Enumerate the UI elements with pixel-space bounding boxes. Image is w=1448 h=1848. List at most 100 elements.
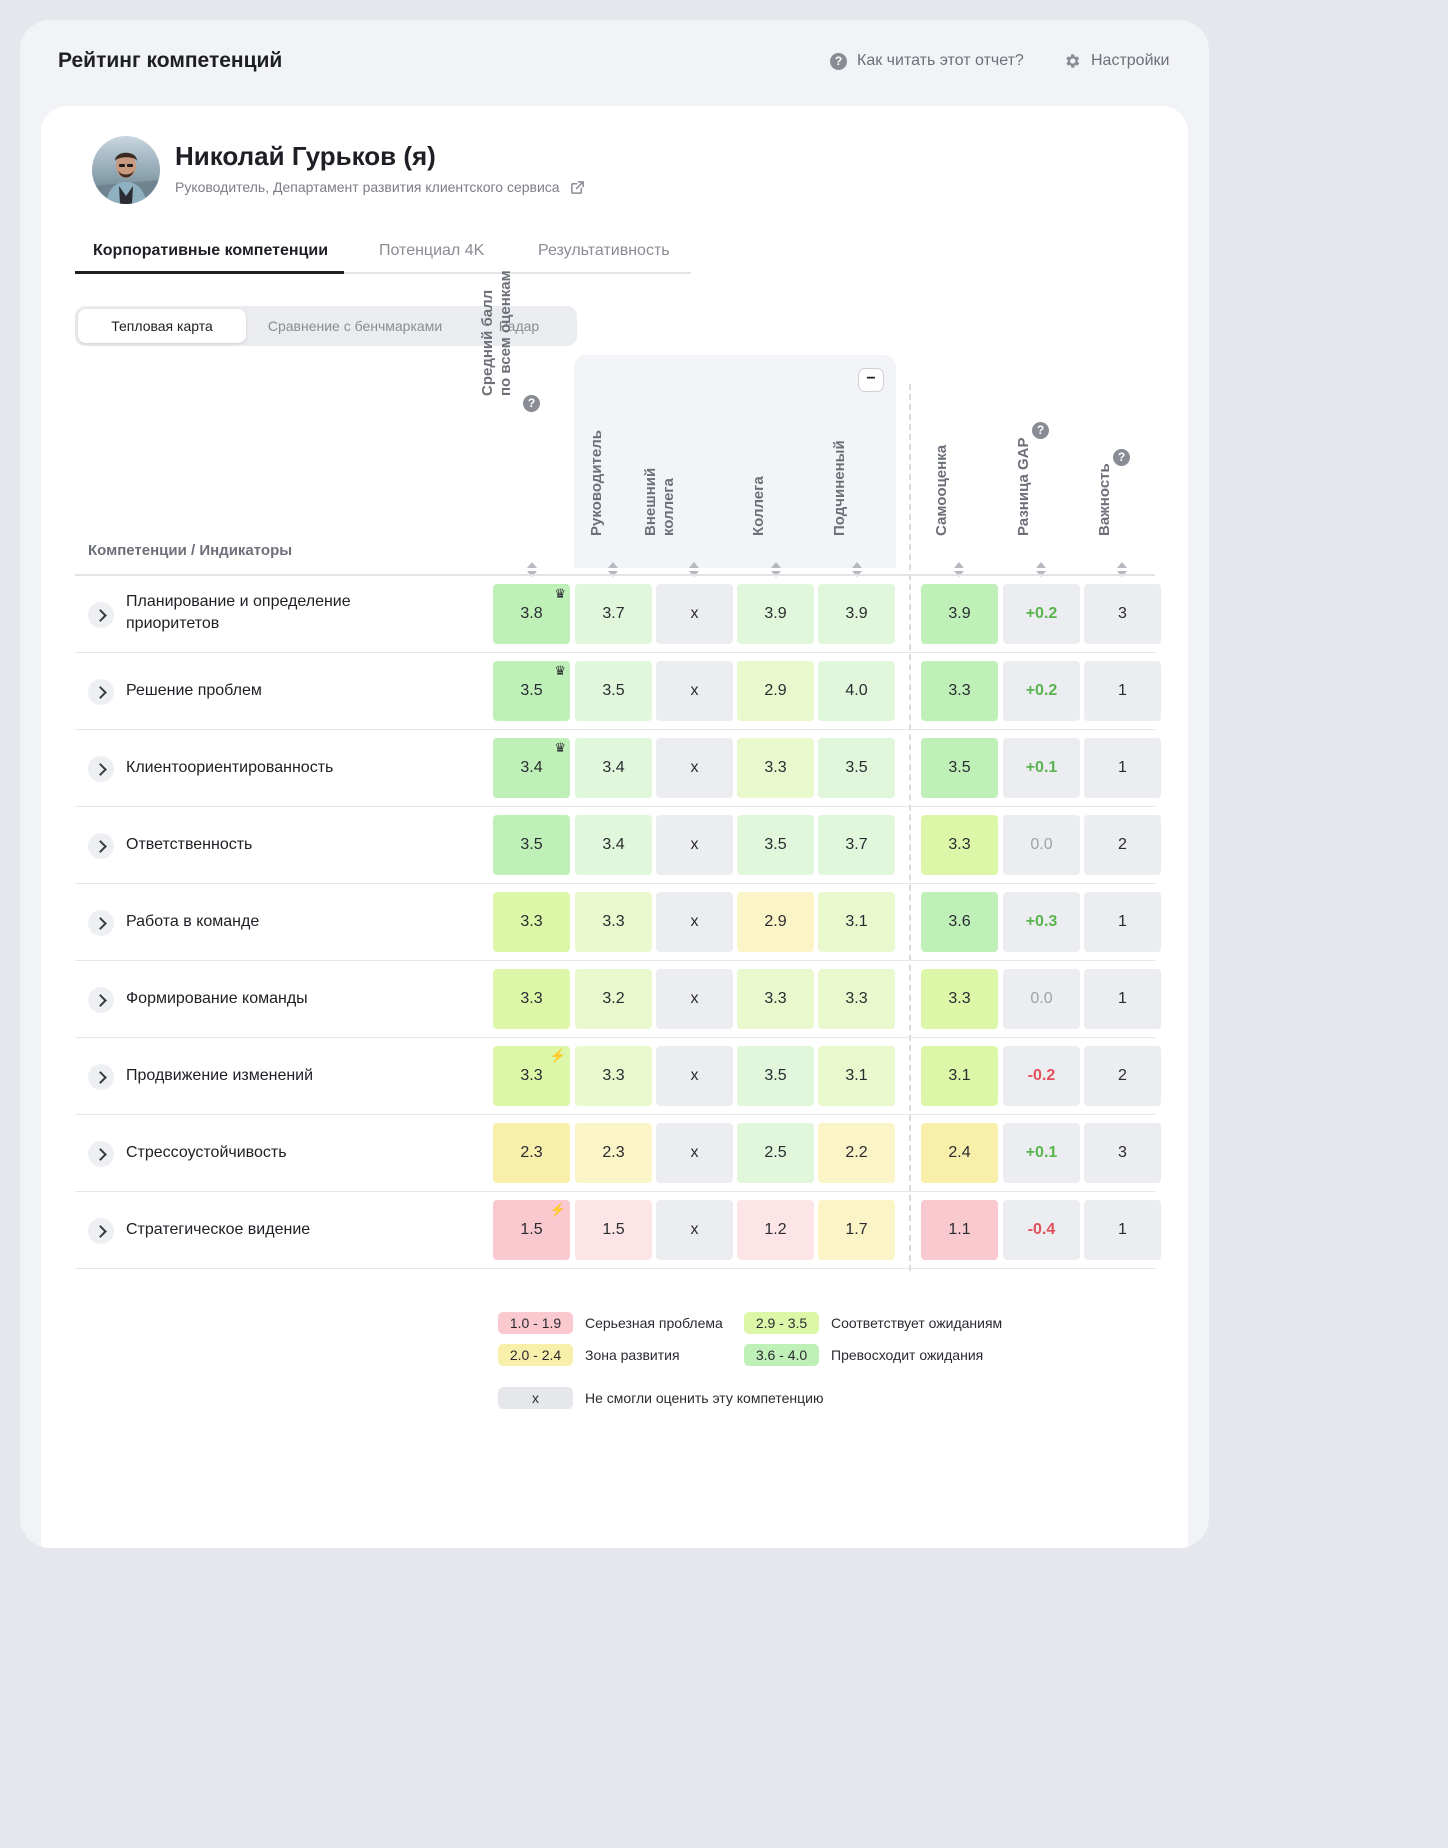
cell-value: 3.5: [520, 836, 543, 853]
settings-link[interactable]: Настройки: [1063, 52, 1169, 70]
cell-value: -0.2: [1027, 1067, 1056, 1084]
cell-sub: 4.0: [818, 661, 895, 721]
cell-value: 3.9: [764, 605, 787, 622]
cell-value: 3.4: [520, 759, 543, 776]
cell-importance: 2: [1084, 1046, 1161, 1106]
cell-external: x: [656, 661, 733, 721]
expand-row-button[interactable]: [88, 833, 114, 859]
tab-performance[interactable]: Результативность: [538, 242, 670, 259]
expand-row-button[interactable]: [88, 1218, 114, 1244]
avg-help[interactable]: ?: [523, 394, 540, 412]
cell-self: 3.5: [921, 738, 998, 798]
legend-item: x Не смогли оценить эту компетенцию: [498, 1387, 823, 1409]
cell-sub: 1.7: [818, 1200, 895, 1260]
expand-row-button[interactable]: [88, 910, 114, 936]
help-link[interactable]: ? Как читать этот отчет?: [830, 52, 1024, 70]
legend-label: Серьезная проблема: [585, 1315, 723, 1331]
cell-value: 3.3: [602, 913, 625, 930]
expand-row-button[interactable]: [88, 602, 114, 628]
lightning-icon: ⚡: [549, 1048, 566, 1063]
cell-external: x: [656, 1123, 733, 1183]
importance-help[interactable]: ?: [1113, 448, 1130, 466]
cell-external: x: [656, 969, 733, 1029]
cell-value: 3.7: [602, 605, 625, 622]
competency-label: Клиентоориентированность: [126, 759, 334, 776]
cell-avg: 2.3: [493, 1123, 570, 1183]
cell-value: 3: [1118, 1144, 1127, 1161]
cell-peer: 3.3: [737, 738, 814, 798]
gap-help[interactable]: ?: [1032, 421, 1049, 439]
expand-row-button[interactable]: [88, 756, 114, 782]
cell-value: x: [690, 759, 699, 776]
expand-row-button[interactable]: [88, 1064, 114, 1090]
cell-avg: 3.3: [493, 969, 570, 1029]
cell-sub: 3.7: [818, 815, 895, 875]
cell-avg: 3.3 ⚡: [493, 1046, 570, 1106]
cell-self: 3.3: [921, 815, 998, 875]
table-row: Планирование и определение приоритетов 3.…: [75, 576, 1161, 653]
cell-value: x: [690, 1221, 699, 1238]
cell-value: 2.5: [764, 1144, 787, 1161]
expand-row-button[interactable]: [88, 987, 114, 1013]
cell-avg: 3.4 ♛: [493, 738, 570, 798]
crown-icon: ♛: [554, 586, 566, 601]
view-heatmap-button[interactable]: Тепловая карта: [78, 309, 246, 343]
cell-value: x: [690, 990, 699, 1007]
cell-value: 1.1: [948, 1221, 971, 1238]
collapse-group-button[interactable]: −: [858, 368, 884, 392]
cell-value: +0.1: [1025, 759, 1058, 776]
column-header-self-label: Самооценка: [933, 444, 950, 536]
view-radar-button[interactable]: Радар: [498, 318, 540, 334]
cell-self: 3.6: [921, 892, 998, 952]
external-link-icon[interactable]: [570, 180, 585, 195]
cell-value: +0.3: [1025, 913, 1058, 930]
cell-peer: 3.5: [737, 1046, 814, 1106]
column-header-avg-line2: по всем оценкам: [497, 270, 514, 396]
legend-item: 2.0 - 2.4 Зона развития: [498, 1344, 680, 1366]
tab-corporate-competencies[interactable]: Корпоративные компетенции: [93, 242, 329, 259]
cell-sub: 3.1: [818, 1046, 895, 1106]
cell-value: 1: [1118, 1221, 1127, 1238]
cell-gap: +0.2: [1003, 584, 1080, 644]
cell-value: 3.6: [948, 913, 971, 930]
active-tab-indicator: [75, 271, 344, 274]
table-row: Стрессоустойчивость 2.3 2.3 x 2.5 2.2 2.4 +0.1 3: [75, 1115, 1161, 1192]
legend-chip: x: [498, 1387, 573, 1409]
cell-value: 3.3: [520, 913, 543, 930]
cell-external: x: [656, 738, 733, 798]
cell-self: 3.9: [921, 584, 998, 644]
legend-chip: 2.0 - 2.4: [498, 1344, 573, 1366]
cell-value: x: [690, 682, 699, 699]
cell-value: 3.3: [602, 1067, 625, 1084]
cell-value: x: [690, 1144, 699, 1161]
cell-peer: 2.9: [737, 661, 814, 721]
cell-value: 3.3: [948, 990, 971, 1007]
competency-label: Планирование и определение приоритетов: [126, 593, 351, 632]
competency-label: Продвижение изменений: [126, 1067, 314, 1084]
competency-label: Работа в команде: [126, 913, 260, 930]
table-row: Формирование команды 3.3 3.2 x 3.3 3.3 3.3 0.0 1: [75, 961, 1161, 1038]
cell-external: x: [656, 584, 733, 644]
tab-potential-4k[interactable]: Потенциал 4K: [379, 242, 485, 259]
table-row: Стратегическое видение 1.5 ⚡ 1.5 x 1.2 1.7 1.1 -…: [75, 1192, 1161, 1269]
column-header-external-line2: коллега: [660, 478, 677, 536]
cell-value: x: [690, 836, 699, 853]
expand-row-button[interactable]: [88, 679, 114, 705]
competency-label: Формирование команды: [126, 990, 308, 1007]
cell-value: +0.2: [1025, 682, 1058, 699]
lightning-icon: ⚡: [549, 1202, 566, 1217]
cell-avg: 3.3: [493, 892, 570, 952]
table-row: Решение проблем 3.5 ♛ 3.5 x 2.9 4.0 3.3 +0.2 1: [75, 653, 1161, 730]
cell-external: x: [656, 1200, 733, 1260]
cell-value: 1.5: [602, 1221, 625, 1238]
expand-row-button[interactable]: [88, 1141, 114, 1167]
column-header-subordinate-label: Подчиненый: [831, 440, 848, 536]
question-icon: ?: [1113, 448, 1130, 466]
person-name: Николай Гурьков (я): [175, 141, 436, 171]
cell-value: 3.2: [602, 990, 625, 1007]
column-divider: [909, 384, 911, 1271]
cell-value: 3.3: [845, 990, 868, 1007]
cell-manager: 3.5: [575, 661, 652, 721]
cell-sub: 2.2: [818, 1123, 895, 1183]
view-benchmark-button[interactable]: Сравнение с бенчмарками: [267, 318, 443, 334]
